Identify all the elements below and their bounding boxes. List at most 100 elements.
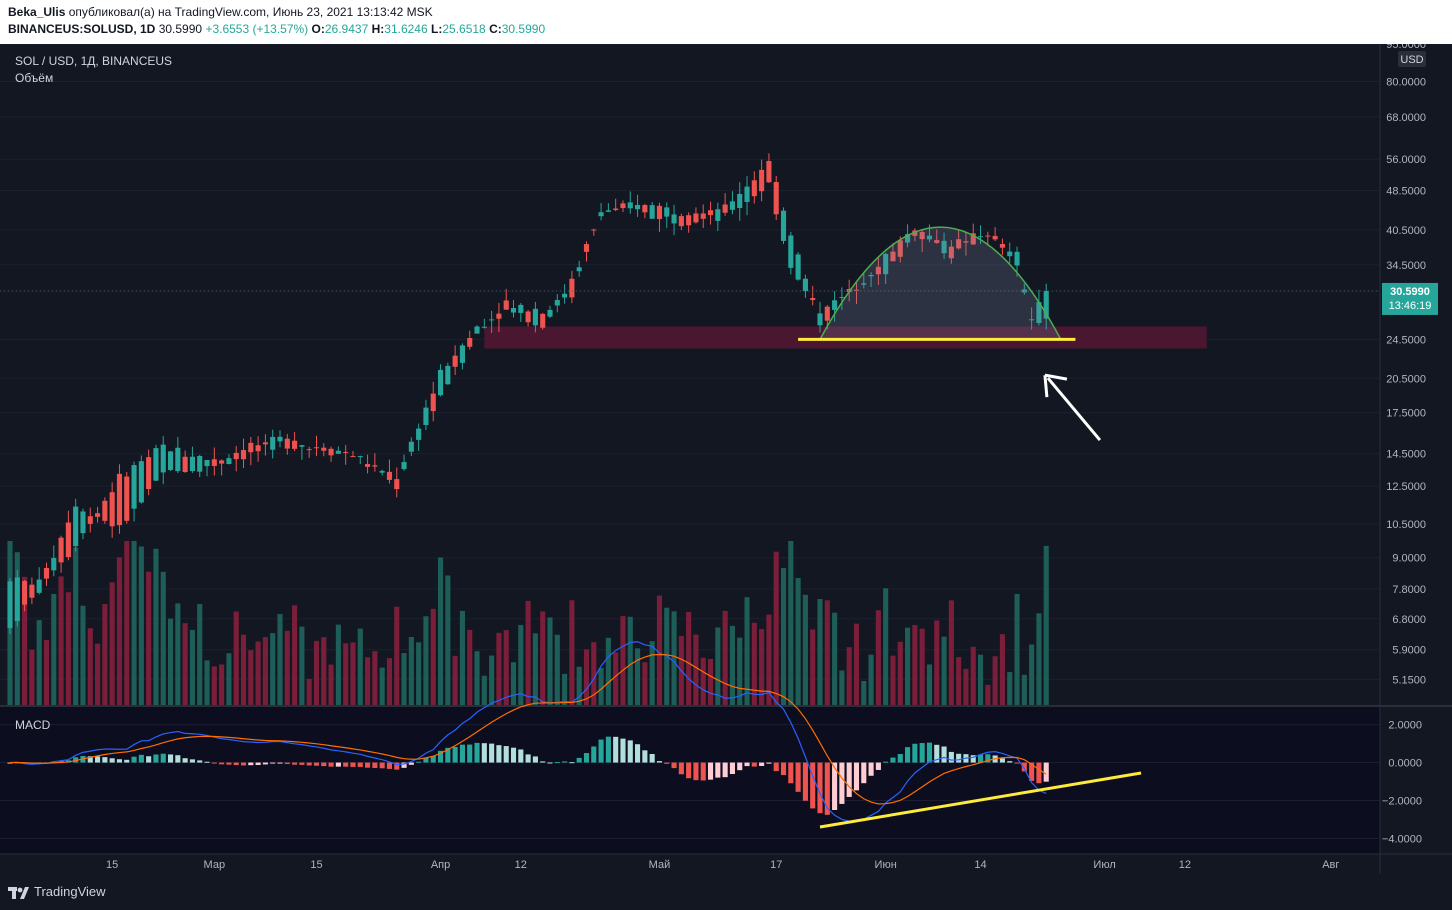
macd-histogram-bar (722, 762, 728, 778)
volume-bar (985, 684, 991, 706)
macd-histogram-bar (321, 762, 327, 767)
volume-bar (1021, 674, 1027, 706)
volume-bar (824, 600, 830, 706)
volume-bar (1014, 593, 1020, 706)
volume-bar (102, 604, 108, 706)
time-tick-label: Авг (1322, 859, 1339, 871)
volume-bar (240, 634, 247, 706)
volume-bar (116, 557, 123, 706)
volume-bar (481, 675, 487, 706)
candle-body (554, 300, 560, 306)
low-label: L: (431, 22, 443, 36)
arrow-head (1043, 373, 1068, 398)
macd-histogram-bar (664, 762, 670, 764)
candle-body (277, 436, 283, 442)
macd-histogram-bar (934, 744, 940, 763)
price-tick-label: 12.5000 (1386, 481, 1426, 493)
candle-body (95, 513, 101, 517)
macd-histogram-bar (255, 762, 261, 766)
time-tick-label: 12 (1179, 859, 1191, 871)
candle-body (751, 180, 757, 197)
macd-tick-label: 2.0000 (1388, 720, 1422, 732)
header: Beka_Ulis опубликовал(а) на TradingView.… (0, 0, 1452, 44)
volume-bar (861, 681, 867, 706)
volume-bar (124, 541, 130, 706)
macd-histogram-bar (394, 762, 400, 770)
macd-histogram-bar (788, 762, 794, 784)
macd-histogram-bar (386, 762, 393, 769)
macd-histogram-bar (686, 762, 692, 779)
macd-histogram-bar (292, 762, 298, 765)
volume-bar (343, 643, 349, 706)
candle-body (759, 169, 765, 192)
rounded-top-arc (819, 226, 1062, 340)
volume-bar (408, 637, 414, 706)
price-tick-label: 56.0000 (1386, 154, 1426, 166)
macd-histogram-bar (744, 762, 750, 767)
candle-body (700, 213, 706, 219)
volume-bar (941, 636, 947, 706)
price-tick-label: 34.5000 (1386, 260, 1426, 272)
macd-line (9, 641, 1047, 823)
author-name[interactable]: Beka_Ulis (8, 5, 66, 19)
candle-body (459, 345, 465, 363)
volume-bar (211, 666, 217, 706)
candle-body (467, 338, 473, 347)
volume-bar (73, 547, 79, 706)
macd-histogram-bar (795, 762, 801, 792)
macd-histogram-bar (226, 762, 232, 765)
volume-bar (700, 657, 706, 706)
axes[interactable]: 95.0000 80.0000 68.0000 56.0000 48.5000 40.50… (106, 44, 1426, 871)
footer-brand[interactable]: TradingView (34, 884, 106, 899)
candle-body (167, 451, 174, 470)
candle-body (839, 297, 845, 299)
macd-histogram-bar (751, 762, 757, 767)
macd-histogram-bar (583, 753, 590, 763)
candle-body (284, 438, 290, 449)
macd-histogram-bar (182, 758, 188, 763)
volume-bar (401, 653, 407, 706)
volume-bar (547, 617, 553, 706)
macd-histogram-bar (547, 762, 553, 764)
macd-histogram-bar (956, 753, 962, 763)
volume-bar (664, 607, 670, 706)
time-tick-label: Май (649, 859, 671, 871)
tradingview-logo-icon[interactable] (8, 883, 30, 901)
macd-histogram-bar (518, 749, 524, 763)
volume-bar (773, 551, 779, 706)
candle-body (722, 204, 728, 213)
currency-label: USD (1400, 54, 1423, 66)
macd-histogram-bar (635, 744, 641, 763)
macd-histogram-bar (839, 762, 845, 804)
macd-histogram-bar (116, 759, 123, 763)
volume-bar (613, 652, 619, 706)
close-value: 30.5990 (501, 22, 546, 36)
macd-histogram-bar (211, 762, 217, 764)
macd-histogram-bar (591, 746, 597, 763)
candle-body (744, 186, 750, 202)
candle-body (956, 239, 962, 249)
candle-body (29, 584, 35, 598)
candle-body (503, 300, 509, 310)
macd-histogram-bar (510, 747, 517, 763)
candle-body (452, 355, 458, 367)
price-tick-label: 10.5000 (1386, 519, 1426, 531)
close-label: C: (489, 22, 502, 36)
macd-histogram-bar (1014, 762, 1020, 764)
volume-bar (489, 655, 495, 706)
macd-histogram-bar (459, 744, 465, 763)
macd-histogram-bar (642, 750, 648, 763)
open-label: O: (311, 22, 325, 36)
volume-bar (365, 657, 371, 706)
volume-bar (1043, 545, 1049, 706)
last-price-tag-value: 30.5990 (1390, 286, 1430, 298)
volume-bar (759, 629, 765, 706)
candle-body (605, 210, 611, 212)
candle-body (795, 254, 801, 280)
ohlc-line: BINANCEUS:SOLUSD, 1D 30.5990 +3.6553 (+1… (8, 22, 545, 36)
macd-histogram-bar (985, 754, 991, 763)
currency-badge[interactable] (1398, 51, 1426, 67)
chart-canvas[interactable]: 95.0000 80.0000 68.0000 56.0000 48.5000 40.50… (0, 44, 1452, 874)
volume-bar (372, 651, 378, 706)
macd-trend-line (819, 771, 1142, 829)
